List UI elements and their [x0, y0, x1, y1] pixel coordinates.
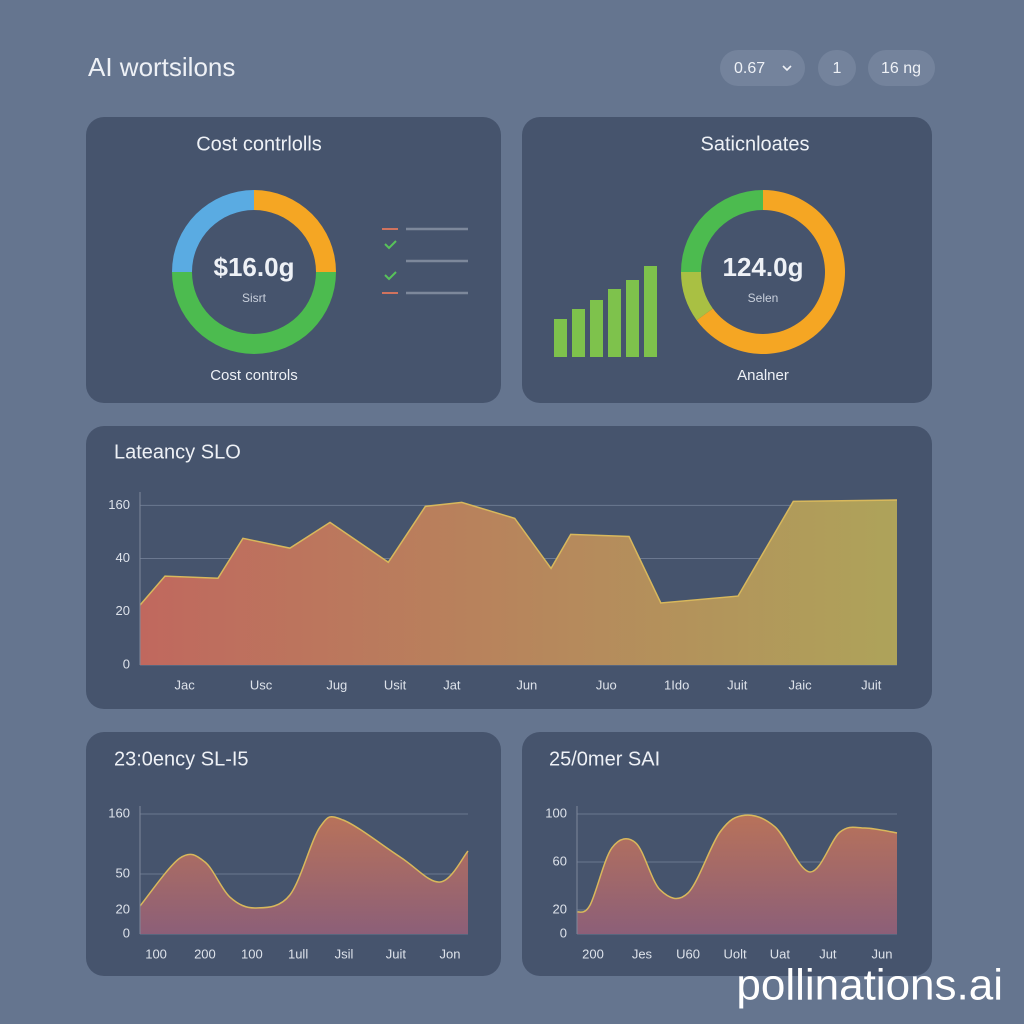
y-tick-label: 0 — [123, 925, 130, 940]
donut-segment — [172, 190, 254, 272]
legend-check — [384, 240, 397, 250]
card-title: 25/0mer SAI — [549, 748, 660, 770]
card-title: 23:0ency SL-I5 — [114, 748, 249, 770]
donut-caption: Analner — [737, 367, 789, 384]
bar — [590, 300, 603, 357]
y-tick-label: 40 — [116, 550, 130, 565]
x-tick-label: 1Ido — [664, 677, 689, 692]
y-tick-label: 160 — [108, 497, 130, 512]
y-tick-label: 0 — [123, 656, 130, 671]
donut-segment — [681, 272, 713, 321]
area-fill — [577, 815, 897, 934]
x-tick-label: Uolt — [724, 946, 748, 961]
x-tick-label: Jun — [871, 946, 892, 961]
x-tick-label: Jug — [326, 677, 347, 692]
x-tick-label: 200 — [582, 946, 604, 961]
y-tick-label: 50 — [116, 865, 130, 880]
card — [522, 117, 932, 403]
x-tick-label: Usc — [250, 677, 273, 692]
card-title: Lateancy SLO — [114, 441, 241, 463]
control-label[interactable]: 16 ng — [881, 60, 921, 77]
bar — [626, 280, 639, 357]
x-tick-label: Jac — [175, 677, 196, 692]
x-tick-label: Juo — [596, 677, 617, 692]
control-label[interactable]: 1 — [833, 60, 842, 77]
x-tick-label: Juit — [386, 946, 407, 961]
y-tick-label: 20 — [116, 901, 130, 916]
x-tick-label: Jun — [516, 677, 537, 692]
controls: 0.67 1 16 ng — [720, 50, 935, 86]
control-pill[interactable] — [818, 50, 856, 86]
dropdown[interactable] — [720, 50, 805, 86]
area-line — [139, 815, 469, 909]
donut-label: Selen — [748, 291, 779, 305]
card-title: Cost contrlolls — [196, 133, 322, 155]
x-tick-label: 100 — [241, 946, 263, 961]
x-tick-label: Jon — [439, 946, 460, 961]
card-title: Saticnloates — [701, 133, 810, 155]
x-tick-label: 200 — [194, 946, 216, 961]
donut-segment — [254, 190, 336, 272]
x-tick-label: Jes — [632, 946, 653, 961]
control-pill[interactable] — [868, 50, 935, 86]
x-tick-label: Usit — [384, 677, 407, 692]
donut-caption: Cost controls — [210, 367, 298, 384]
donut-value: $16.0g — [214, 252, 295, 282]
area-line — [576, 814, 898, 913]
legend-list — [382, 227, 468, 295]
y-tick-label: 100 — [545, 805, 567, 820]
x-tick-label: U60 — [676, 946, 700, 961]
bar — [572, 309, 585, 357]
x-tick-label: Jaic — [789, 677, 813, 692]
page-title: AI wortsilons — [88, 52, 235, 82]
donut-segment — [681, 190, 763, 272]
bar — [608, 289, 621, 357]
x-tick-label: Jat — [443, 677, 461, 692]
y-tick-label: 60 — [553, 853, 567, 868]
x-tick-label: Jsil — [335, 946, 354, 961]
x-tick-label: 100 — [145, 946, 167, 961]
x-tick-label: Uat — [770, 946, 791, 961]
y-tick-label: 160 — [108, 805, 130, 820]
area-line — [139, 499, 898, 606]
x-tick-label: Jut — [819, 946, 837, 961]
x-tick-label: 1ull — [288, 946, 308, 961]
y-tick-label: 20 — [116, 603, 130, 618]
x-tick-label: Juit — [727, 677, 748, 692]
x-tick-label: Juit — [861, 677, 882, 692]
y-tick-label: 0 — [560, 925, 567, 940]
bar — [554, 319, 567, 357]
donut-value: 124.0g — [723, 252, 804, 282]
donut-segment — [172, 272, 336, 354]
dropdown-value[interactable]: 0.67 — [734, 60, 765, 77]
area-fill — [140, 500, 897, 665]
legend-check — [384, 271, 397, 281]
y-tick-label: 20 — [553, 901, 567, 916]
card — [86, 117, 501, 403]
bar — [644, 266, 657, 357]
watermark: pollinations.ai — [736, 961, 1003, 1010]
chevron — [782, 65, 792, 72]
area-fill — [140, 816, 468, 934]
donut-label: Sisrt — [242, 291, 267, 305]
